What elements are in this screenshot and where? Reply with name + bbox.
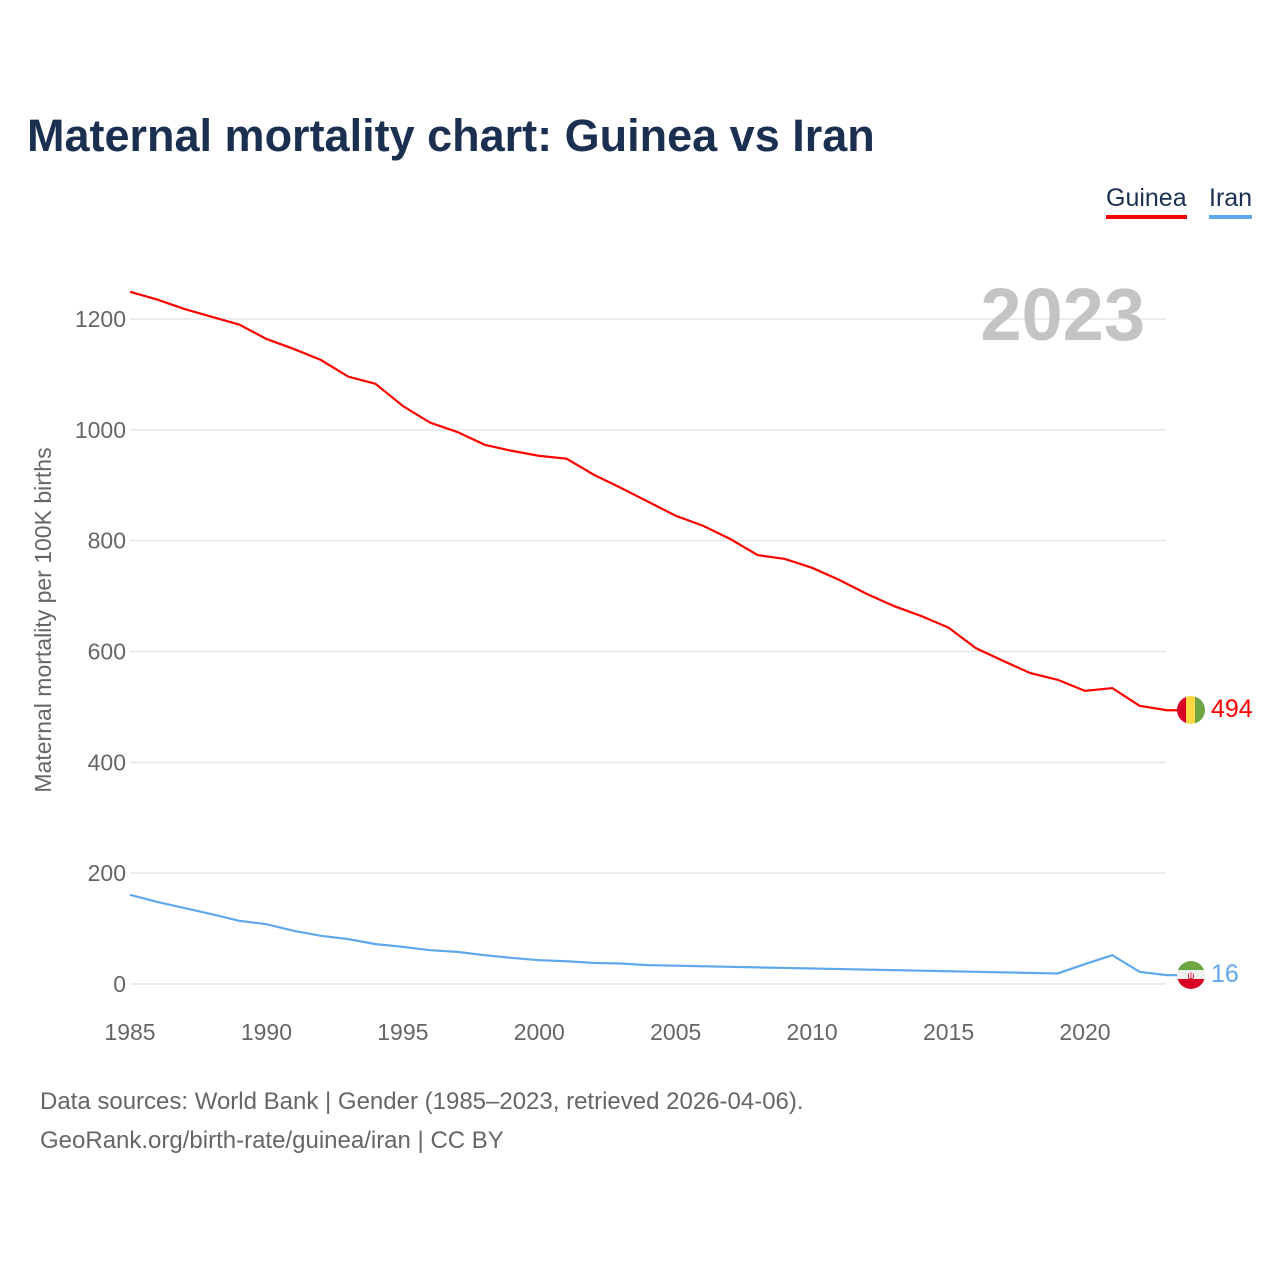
x-tick-label: 2010 [787,1019,838,1045]
x-tick-label: 1985 [104,1019,155,1045]
source-line-2[interactable]: GeoRank.org/birth-rate/guinea/iran | CC … [40,1127,504,1154]
y-tick-label: 600 [88,639,126,665]
guinea-flag-icon [1177,696,1205,724]
y-tick-label: 800 [88,528,126,554]
source-line-1: Data sources: World Bank | Gender (1985–… [40,1088,804,1115]
chart-title: Maternal mortality chart: Guinea vs Iran [27,110,875,161]
year-watermark: 2023 [980,273,1145,356]
x-tick-label: 2020 [1059,1019,1110,1045]
svg-text:ψ: ψ [1187,971,1194,982]
legend-iran[interactable]: Iran [1209,184,1253,219]
y-axis-label: Maternal mortality per 100K births [30,447,56,792]
x-tick-label: 1995 [377,1019,428,1045]
y-tick-label: 0 [113,971,126,997]
series-line-iran [129,893,1182,977]
x-tick-label: 2000 [514,1019,565,1045]
legend-guinea[interactable]: Guinea [1106,184,1187,219]
guinea-end-label: 494 [1211,695,1253,723]
y-tick-label: 200 [88,860,126,886]
x-tick-label: 2005 [650,1019,701,1045]
iran-flag-icon: ψ [1177,961,1205,989]
iran-end-label: 16 [1211,960,1239,988]
y-tick-label: 1000 [75,417,126,443]
x-tick-label: 2015 [923,1019,974,1045]
y-tick-label: 400 [88,749,126,775]
x-tick-label: 1990 [241,1019,292,1045]
y-tick-label: 1200 [75,306,126,332]
series-line-guinea [129,290,1182,712]
